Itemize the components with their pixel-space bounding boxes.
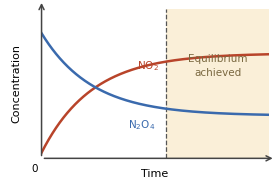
Text: N$_2$O$_4$: N$_2$O$_4$	[128, 119, 155, 132]
Text: Equilibrium
achieved: Equilibrium achieved	[188, 54, 247, 78]
Text: Time: Time	[142, 169, 169, 179]
Bar	[166, 9, 269, 158]
Text: NO$_2$: NO$_2$	[137, 59, 159, 73]
Text: Concentration: Concentration	[12, 44, 22, 123]
Text: 0: 0	[32, 164, 38, 174]
